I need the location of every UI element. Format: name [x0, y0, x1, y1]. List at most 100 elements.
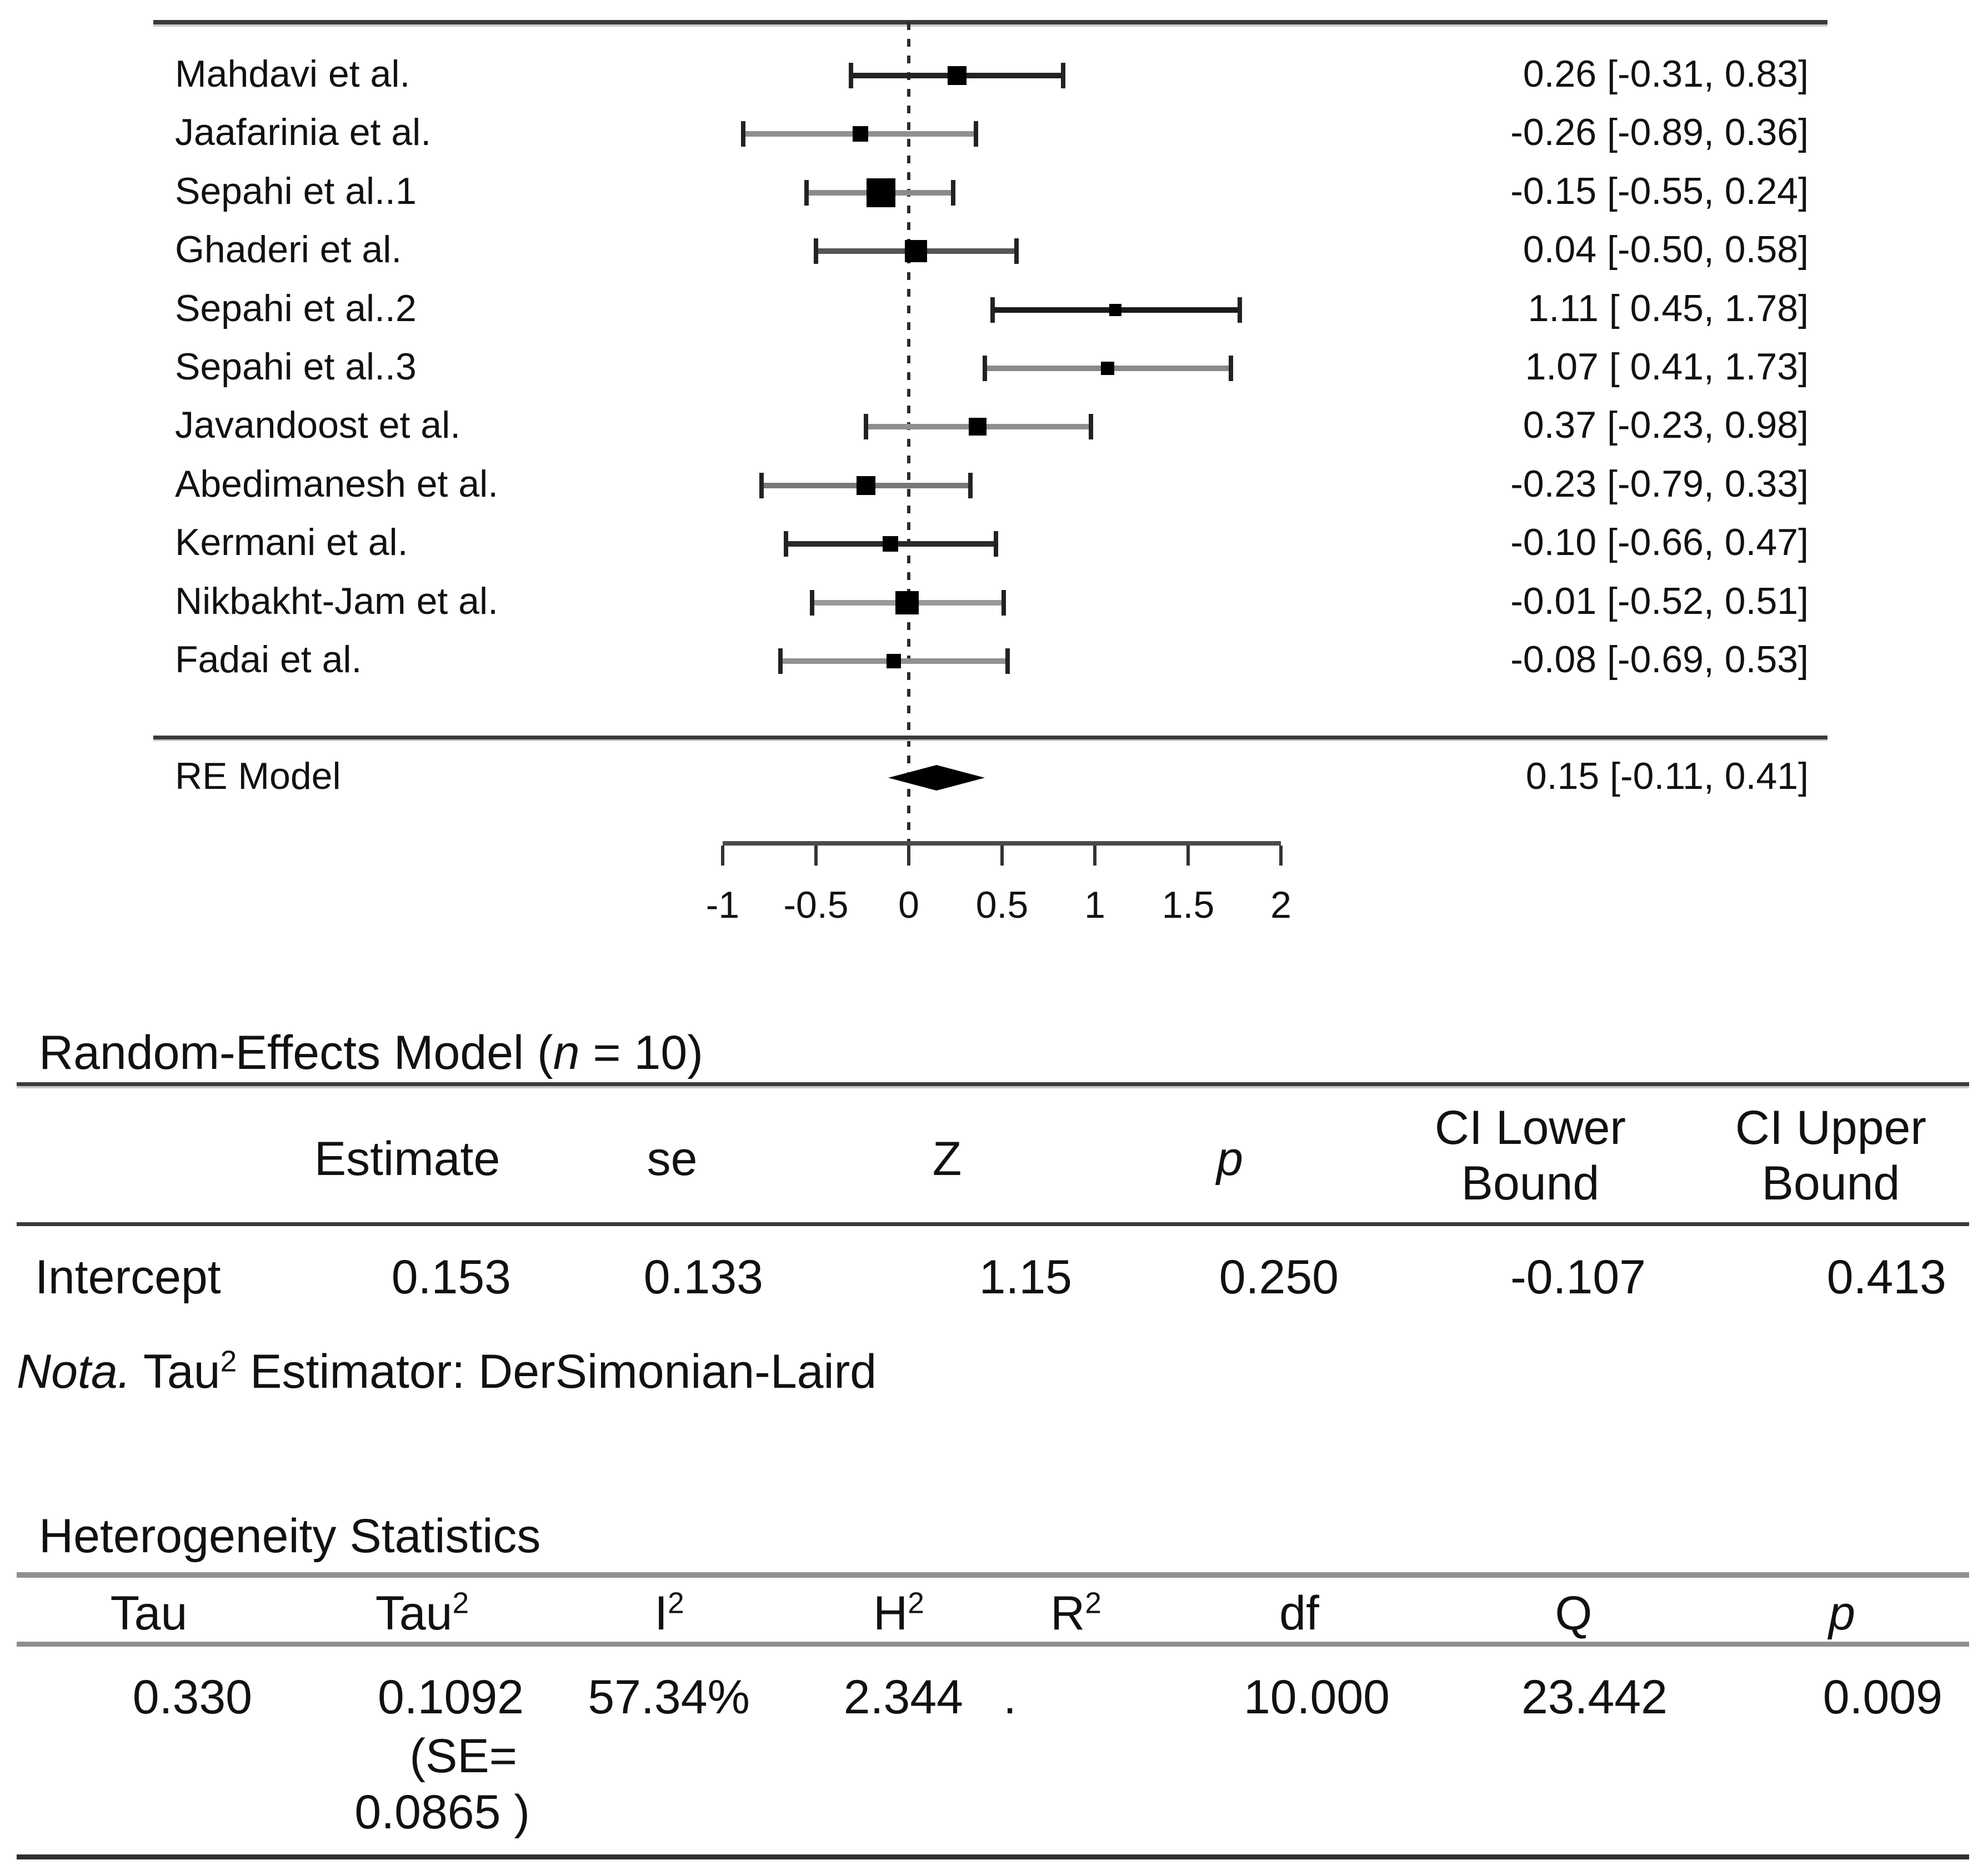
re-col-header-line: CI Lower	[1434, 1101, 1626, 1154]
summary-label: RE Model	[175, 755, 341, 797]
re-title-prefix: Random-Effects Model (	[39, 1026, 553, 1079]
het-col-header: Tau2	[256, 1586, 589, 1642]
effect-square	[1109, 304, 1121, 316]
re-cell-value: 0.250	[1219, 1251, 1339, 1304]
het-cell-value: 0.1092	[377, 1671, 524, 1724]
ci-cap-left	[784, 531, 788, 557]
ci-cap-right	[974, 121, 978, 147]
re-row-label: Intercept	[35, 1251, 221, 1304]
effect-square	[1101, 362, 1114, 375]
het-col-header: R2	[909, 1586, 1243, 1642]
note-sup: 2	[220, 1345, 237, 1378]
het-table-title: Heterogeneity Statistics	[39, 1509, 541, 1563]
het-col-header: df	[1133, 1586, 1466, 1642]
effect-square	[895, 591, 919, 614]
ci-value: 1.11 [ 0.45, 1.78]	[1528, 287, 1809, 329]
ci-value: 0.37 [-0.23, 0.98]	[1523, 404, 1809, 446]
x-axis-tick-label: -0.5	[783, 884, 849, 926]
ci-cap-right	[1005, 648, 1010, 674]
x-axis-tick	[721, 846, 724, 866]
re-header-rule	[17, 1222, 1969, 1226]
x-axis-tick	[1186, 846, 1190, 866]
re-cell-value: 0.413	[1826, 1251, 1946, 1304]
het-header-base: df	[1279, 1587, 1319, 1640]
effect-square	[948, 66, 967, 85]
het-header-base: p	[1829, 1587, 1855, 1640]
het-header-base: Tau	[110, 1587, 188, 1640]
study-label: Javandoost et al.	[175, 404, 461, 446]
ci-value: -0.15 [-0.55, 0.24]	[1510, 170, 1809, 212]
ci-value: 0.04 [-0.50, 0.58]	[1523, 228, 1809, 271]
ci-cap-left	[864, 414, 868, 439]
het-col-header: Q	[1407, 1586, 1740, 1642]
re-col-header-line: Z	[932, 1132, 962, 1186]
x-axis-tick	[907, 846, 910, 866]
het-cell-value: .	[1003, 1671, 1016, 1724]
het-cell-value: 23.442	[1521, 1671, 1667, 1724]
het-header-base: R	[1050, 1587, 1085, 1640]
het-cell-value: 57.34%	[588, 1671, 750, 1724]
het-header-sup: 2	[908, 1587, 924, 1620]
ci-cap-left	[804, 180, 809, 206]
effect-square	[887, 654, 901, 668]
re-cell-value: 0.153	[391, 1251, 511, 1304]
ci-cap-right	[1089, 414, 1093, 439]
ci-value: -0.23 [-0.79, 0.33]	[1510, 463, 1809, 505]
ci-cap-right	[1238, 297, 1242, 323]
het-col-header: p	[1675, 1586, 1988, 1642]
re-col-header: CI Lower Bound	[1336, 1101, 1725, 1212]
het-cell-value: 10.000	[1243, 1671, 1390, 1724]
ci-cap-right	[994, 531, 998, 557]
ci-cap-right	[1061, 63, 1065, 88]
ci-cap-left	[759, 473, 764, 498]
x-axis-tick	[1093, 846, 1096, 866]
effect-square	[883, 536, 898, 552]
het-header-base: I	[654, 1587, 668, 1640]
ci-cap-left	[810, 590, 814, 616]
x-axis-tick	[814, 846, 818, 866]
het-header-base: H	[873, 1587, 908, 1640]
plot-top-rule	[153, 20, 1827, 24]
study-label: Fadai et al.	[175, 638, 362, 681]
x-axis-tick	[1279, 846, 1283, 866]
study-label: Kermani et al.	[175, 521, 408, 563]
ci-cap-left	[983, 356, 987, 381]
het-header-sup: 2	[1085, 1587, 1101, 1620]
study-label: Nikbakht-Jam et al.	[175, 580, 498, 622]
zero-reference-line	[907, 22, 910, 843]
re-col-header-line: Estimate	[314, 1132, 500, 1186]
effect-square	[853, 126, 868, 142]
effect-square	[969, 418, 987, 436]
ci-value: -0.08 [-0.69, 0.53]	[1510, 638, 1809, 681]
het-header-rule	[17, 1642, 1969, 1647]
note-t1: Tau	[131, 1345, 221, 1398]
ci-cap-left	[849, 63, 853, 88]
study-label: Ghaderi et al.	[175, 228, 402, 271]
plot-top-rule-shadow	[153, 24, 1827, 27]
re-col-header: CI Upper Bound	[1636, 1101, 1988, 1212]
summary-separator-rule	[153, 736, 1827, 739]
note-t2: Estimator: DerSimonian-Laird	[237, 1345, 877, 1398]
x-axis-tick-label: 0	[898, 884, 919, 926]
x-axis-tick	[1000, 846, 1004, 866]
re-title-n: n	[553, 1026, 580, 1079]
het-header-sup: 2	[452, 1587, 469, 1620]
het-col-header: I2	[503, 1586, 836, 1642]
x-axis-tick-label: -1	[705, 884, 740, 926]
forest-plot: Mahdavi et al. 0.26 [-0.31, 0.83] Jaafarin…	[153, 20, 1827, 926]
ci-cap-right	[968, 473, 973, 498]
summary-ci-value: 0.15 [-0.11, 0.41]	[1525, 755, 1809, 797]
re-col-header: p	[1035, 1132, 1424, 1187]
het-header-sup: 2	[668, 1587, 684, 1620]
study-label: Sepahi et al..2	[175, 287, 417, 329]
x-axis-tick-label: 0.5	[975, 884, 1029, 926]
het-tau2-se-line1: (SE=	[409, 1729, 517, 1783]
ci-cap-left	[778, 648, 783, 674]
re-col-header-line: Bound	[1461, 1156, 1600, 1210]
het-cell-value: 0.009	[1822, 1671, 1942, 1724]
het-cell-value: 0.330	[132, 1671, 252, 1724]
ci-cap-right	[951, 180, 955, 206]
ci-value: -0.10 [-0.66, 0.47]	[1510, 521, 1809, 563]
re-table-title: Random-Effects Model (n = 10)	[39, 1026, 703, 1081]
